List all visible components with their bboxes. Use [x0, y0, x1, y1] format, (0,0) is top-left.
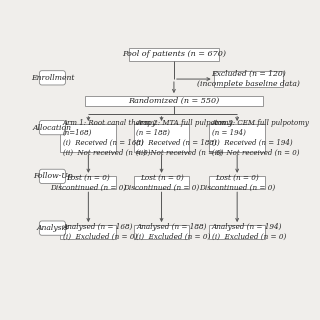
FancyBboxPatch shape	[60, 124, 116, 152]
Text: Arm 2: MTA full pulpotomy
(n = 188)
(i)  Received (n = 188)
(ii)  Not received (: Arm 2: MTA full pulpotomy (n = 188) (i) …	[136, 119, 233, 157]
Text: Arm 1: Root canal therapy
(n=168)
(i)  Received (n = 168)
(ii)  Not received (n : Arm 1: Root canal therapy (n=168) (i) Re…	[63, 119, 157, 157]
FancyBboxPatch shape	[209, 225, 265, 239]
Text: Excluded (n = 120)
(incomplete baseline data): Excluded (n = 120) (incomplete baseline …	[197, 70, 300, 88]
FancyBboxPatch shape	[60, 225, 116, 239]
FancyBboxPatch shape	[134, 176, 189, 189]
Text: Analysis: Analysis	[36, 224, 68, 232]
FancyBboxPatch shape	[39, 120, 65, 135]
FancyBboxPatch shape	[209, 124, 265, 152]
Text: Lost (n = 0)
Discontinued (n = 0): Lost (n = 0) Discontinued (n = 0)	[199, 174, 275, 191]
Text: Analysed (n = 194)
(i)  Excluded (n = 0): Analysed (n = 194) (i) Excluded (n = 0)	[212, 223, 286, 241]
FancyBboxPatch shape	[214, 71, 283, 87]
Text: Follow-Up: Follow-Up	[33, 172, 72, 180]
FancyBboxPatch shape	[39, 169, 65, 184]
Text: Lost (n = 0)
Discontinued (n = 0): Lost (n = 0) Discontinued (n = 0)	[124, 174, 200, 191]
Text: Analysed (n = 168)
(i)  Excluded (n = 0): Analysed (n = 168) (i) Excluded (n = 0)	[63, 223, 137, 241]
FancyBboxPatch shape	[209, 176, 265, 189]
FancyBboxPatch shape	[39, 71, 65, 85]
FancyBboxPatch shape	[134, 124, 189, 152]
FancyBboxPatch shape	[85, 96, 263, 107]
FancyBboxPatch shape	[60, 176, 116, 189]
FancyBboxPatch shape	[39, 221, 65, 235]
Text: Randomized (n = 550): Randomized (n = 550)	[128, 97, 220, 105]
Text: Arm 3: CEM full pulpotomy
(n = 194)
(i)  Received (n = 194)
(ii)  Not received (: Arm 3: CEM full pulpotomy (n = 194) (i) …	[212, 119, 310, 157]
Text: Allocation: Allocation	[33, 124, 72, 132]
Text: Lost (n = 0)
Discontinued (n = 0): Lost (n = 0) Discontinued (n = 0)	[50, 174, 126, 191]
FancyBboxPatch shape	[134, 225, 189, 239]
Text: Enrollment: Enrollment	[31, 74, 74, 82]
Text: Pool of patients (n = 670): Pool of patients (n = 670)	[122, 51, 226, 59]
Text: Analysed (n = 188)
(i)  Excluded (n = 0): Analysed (n = 188) (i) Excluded (n = 0)	[136, 223, 211, 241]
FancyBboxPatch shape	[129, 48, 219, 61]
